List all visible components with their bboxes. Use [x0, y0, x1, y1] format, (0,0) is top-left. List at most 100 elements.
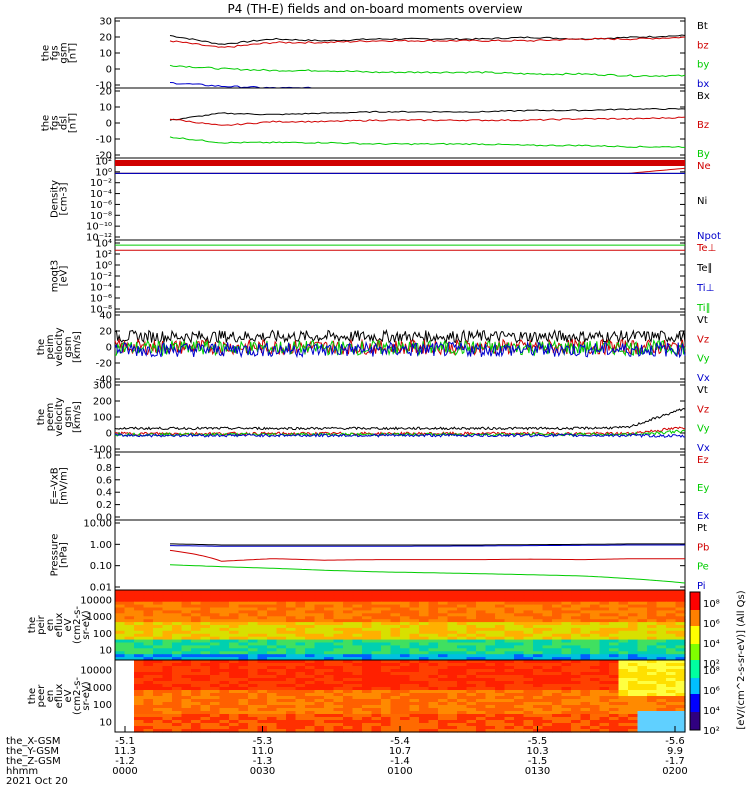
spectrogram-cell [438, 625, 449, 629]
spectrogram-cell [238, 595, 249, 600]
spectrogram-cell [172, 633, 183, 638]
colorbar-cell [690, 694, 700, 697]
spectrogram-cell [286, 590, 297, 594]
spectrogram-cell [618, 610, 629, 614]
spectrogram-cell [276, 651, 287, 655]
spectrogram-cell [428, 616, 439, 620]
spectrogram-cell [200, 684, 211, 688]
spectrogram-cell [400, 699, 411, 703]
spectrogram-cell [191, 729, 202, 733]
spectrogram-cell [457, 696, 468, 700]
spectrogram-cell [115, 633, 126, 638]
spectrogram-cell [447, 666, 458, 670]
spectrogram-cell [143, 639, 154, 644]
spectrogram-cell [314, 627, 325, 632]
spectrogram-cell [656, 675, 667, 679]
spectrogram-cell [276, 636, 287, 641]
spectrogram-cell [599, 633, 610, 638]
spectrogram-cell [153, 601, 164, 606]
spectrogram-cell [324, 610, 335, 614]
spectrogram-cell [267, 687, 278, 691]
spectrogram-cell [181, 714, 192, 718]
spectrogram-cell [400, 663, 411, 667]
spectrogram-cell [362, 601, 373, 606]
spectrogram-cell [219, 705, 230, 709]
spectrogram-cell [134, 627, 145, 632]
spectrogram-cell [276, 645, 287, 649]
series-Ne [115, 167, 686, 174]
spectrogram-cell [172, 717, 183, 721]
spectrogram-cell [609, 633, 620, 638]
spectrogram-cell [533, 699, 544, 703]
spectrogram-cell [656, 625, 667, 629]
spectrogram-cell [390, 726, 401, 730]
spectrogram-cell [134, 610, 145, 614]
spectrogram-cell [191, 675, 202, 679]
spectrogram-cell [419, 636, 430, 641]
spectrogram-cell [457, 720, 468, 724]
spectrogram-cell [552, 717, 563, 721]
spectrogram-cell [561, 651, 572, 655]
spectrogram-cell [504, 625, 515, 629]
spectrogram-cell [447, 616, 458, 620]
spectrogram-cell [590, 705, 601, 709]
spectrogram-cell [552, 642, 563, 646]
spectrogram-cell [561, 726, 572, 730]
spectrogram-cell [618, 696, 629, 700]
legend-item: By [697, 149, 710, 160]
spectrogram-cell [599, 693, 610, 697]
spectrogram-cell [542, 720, 553, 724]
spectrogram-cell [314, 663, 325, 667]
spectrogram-cell [191, 714, 202, 718]
spectrogram-cell [238, 642, 249, 646]
spectrogram-cell [181, 717, 192, 721]
spectrogram-cell [257, 610, 268, 614]
spectrogram-cell [438, 660, 449, 664]
spectrogram-cell [542, 642, 553, 646]
spectrogram-cell [428, 723, 439, 727]
spectrogram-cell [637, 619, 648, 623]
spectrogram-cell [257, 714, 268, 718]
spectrogram-cell [675, 702, 686, 706]
spectrogram-cell [400, 657, 411, 661]
spectrogram-cell [628, 622, 639, 626]
spectrogram-cell [618, 699, 629, 703]
spectrogram-cell [248, 708, 259, 712]
spectrogram-cell [333, 687, 344, 691]
spectrogram-cell [457, 702, 468, 706]
colorbar-cell [690, 678, 700, 681]
spectrogram-cell [371, 610, 382, 614]
spectrogram-cell [295, 598, 306, 603]
spectrogram-cell [295, 651, 306, 655]
spectrogram-cell [476, 648, 487, 652]
spectrogram-cell [267, 630, 278, 635]
spectrogram-cell [542, 717, 553, 721]
spectrogram-cell [666, 672, 677, 676]
spectrogram-cell [495, 625, 506, 629]
spectrogram-cell [248, 595, 259, 600]
spectrogram-cell [514, 604, 525, 609]
spectrogram-cell [115, 598, 126, 603]
spectrogram-cell [124, 669, 135, 673]
spectrogram-cell [324, 708, 335, 712]
spectrogram-cell [124, 636, 135, 641]
spectrogram-cell [590, 687, 601, 691]
spectrogram-cell [457, 729, 468, 733]
spectrogram-cell [286, 616, 297, 620]
spectrogram-cell [381, 657, 392, 661]
spectrogram-cell [656, 592, 667, 597]
series-Pi [170, 544, 685, 547]
spectrogram-cell [295, 627, 306, 632]
spectrogram-cell [267, 675, 278, 679]
spectrogram-cell [457, 622, 468, 626]
colorbar-cell [690, 660, 700, 663]
spectrogram-cell [143, 672, 154, 676]
spectrogram-cell [590, 633, 601, 638]
legend-item: Vy [697, 424, 710, 435]
spectrogram-cell [485, 711, 496, 715]
spectrogram-cell [457, 657, 468, 661]
spectrogram-cell [333, 723, 344, 727]
spectrogram-cell [200, 610, 211, 614]
spectrogram-cell [238, 663, 249, 667]
spectrogram-cell [267, 616, 278, 620]
